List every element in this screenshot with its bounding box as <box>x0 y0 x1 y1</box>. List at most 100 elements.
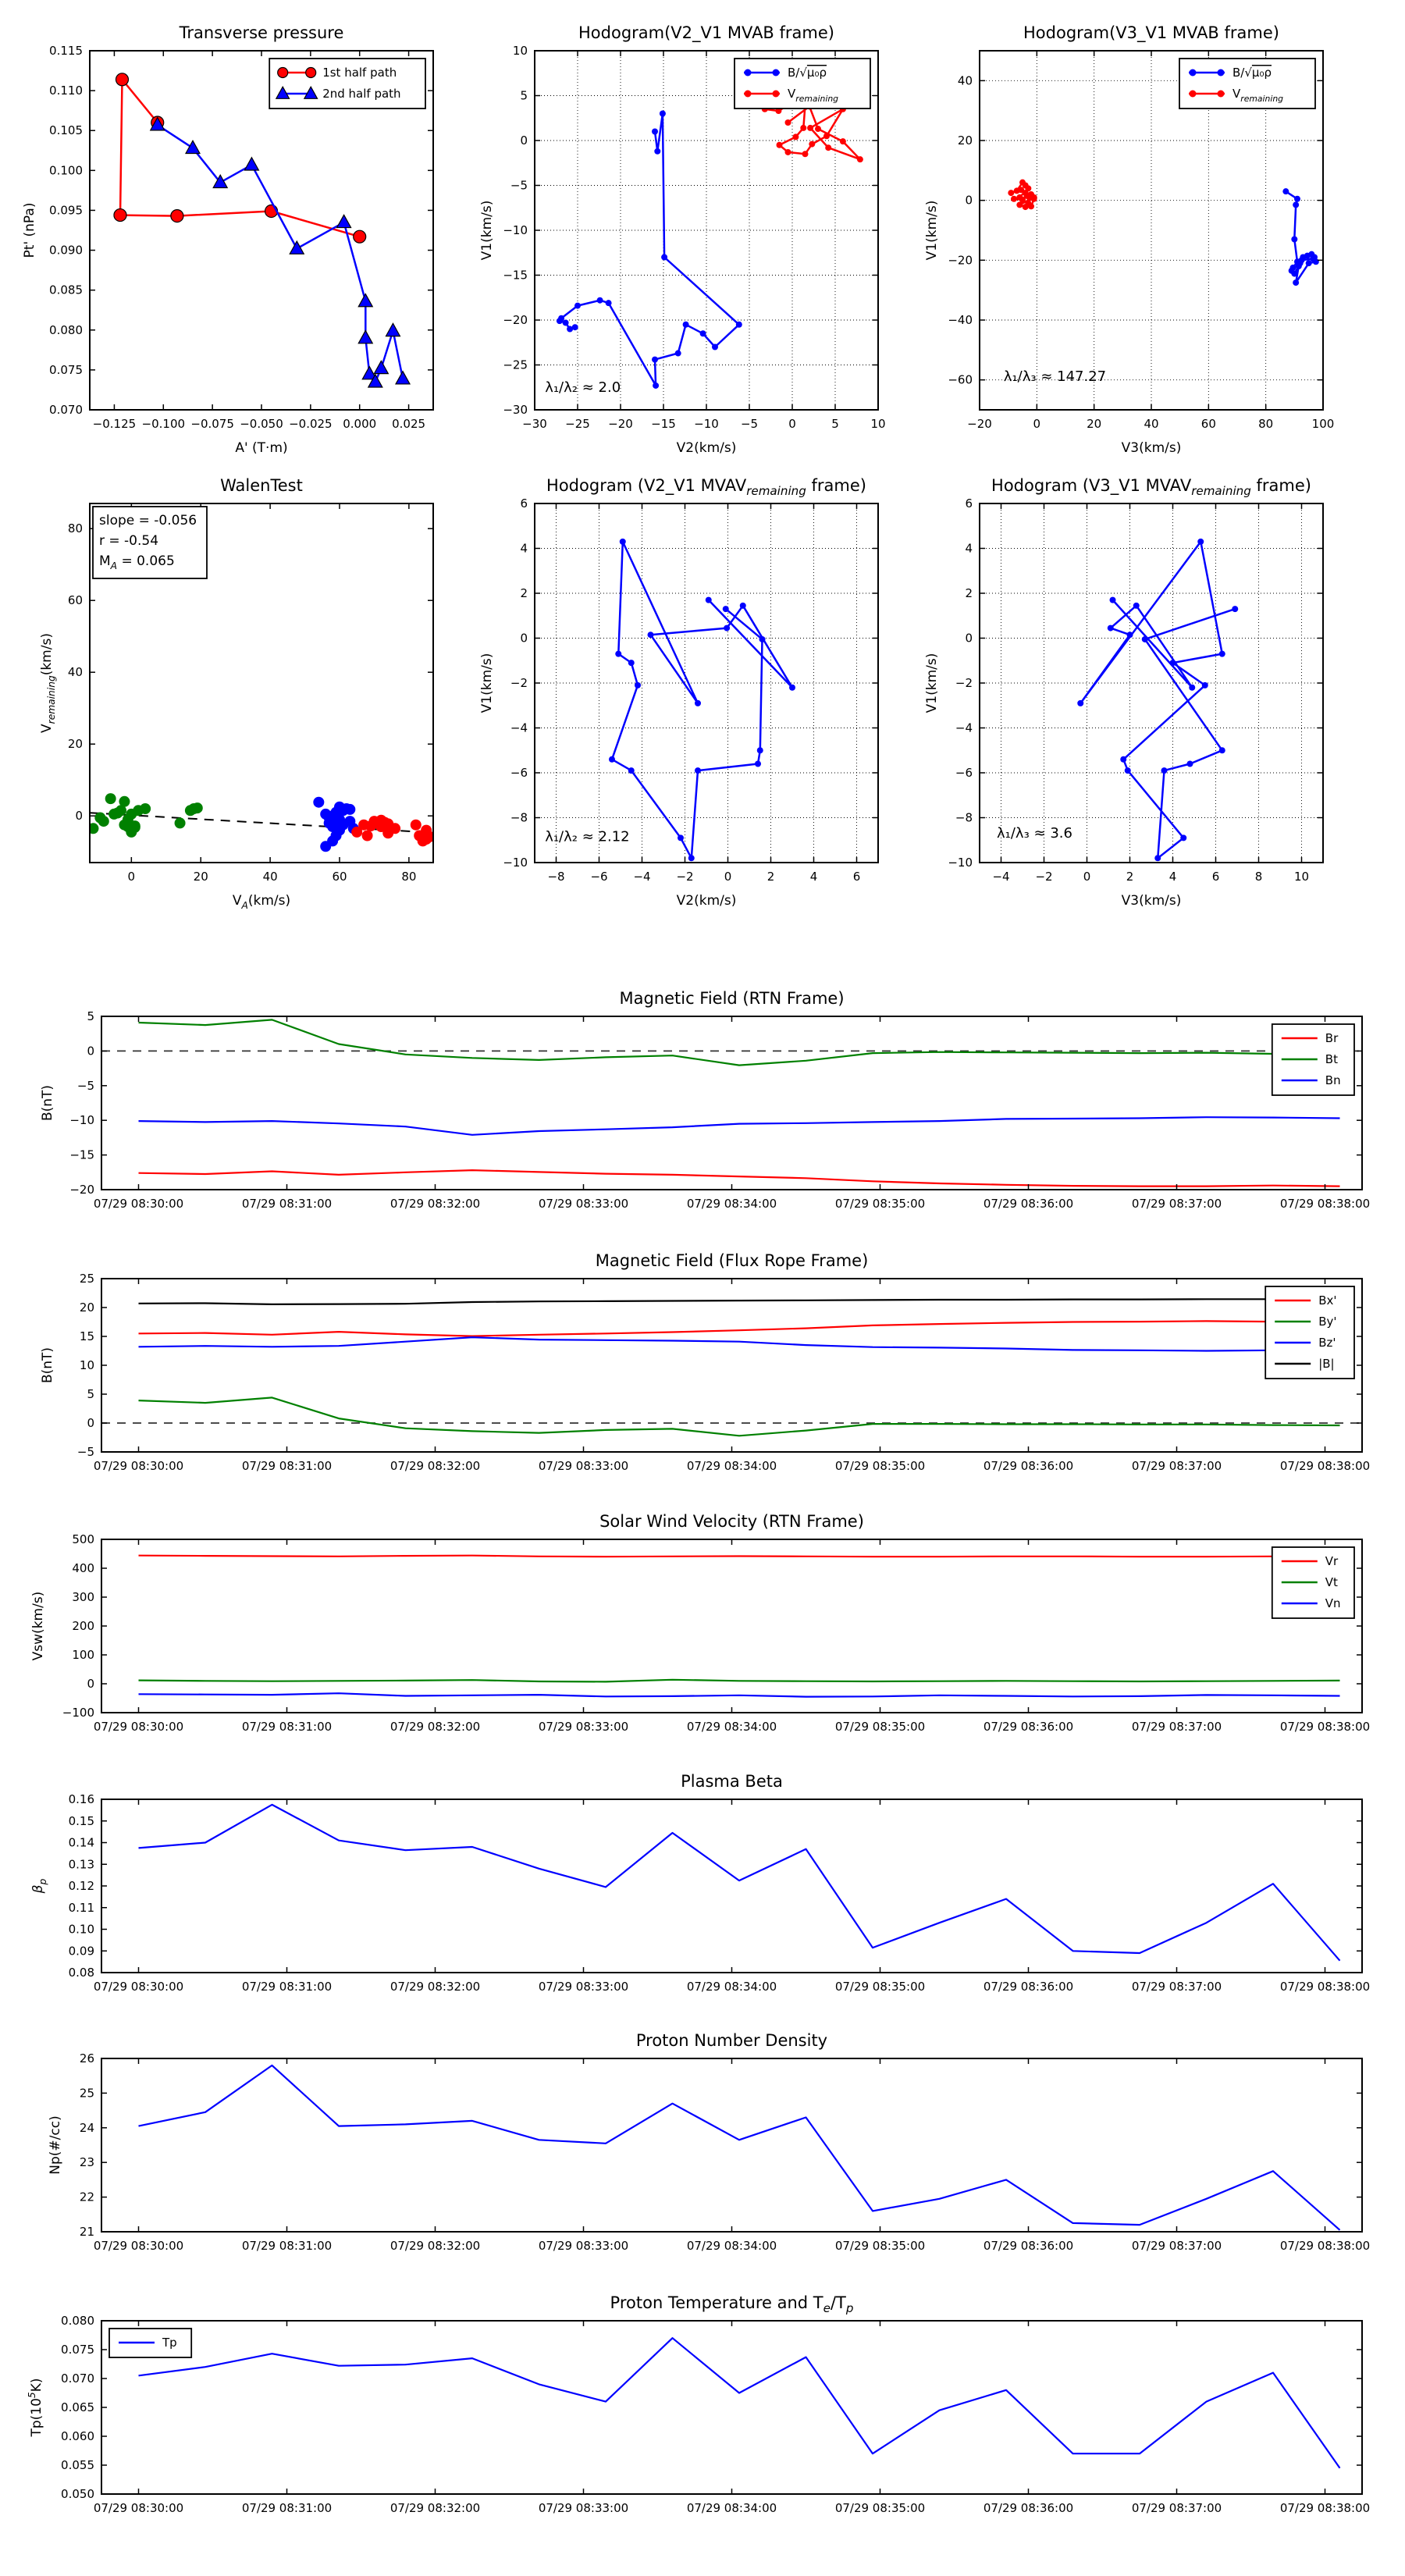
x-tick-label: 07/29 08:31:00 <box>242 1720 332 1734</box>
legend-label: Br <box>1325 1031 1339 1045</box>
y-tick-label: 0 <box>87 1677 94 1691</box>
chart-title: Hodogram(V3_V1 MVAB frame) <box>1023 23 1279 43</box>
panel-velocity-rtn: 07/29 08:30:00 07/29 08:31:00 07/29 08:32:… <box>0 1491 1405 1749</box>
y-tick-label: −20 <box>948 253 973 267</box>
y-tick-label: −15 <box>69 1148 94 1162</box>
x-tick-label: 07/29 08:36:00 <box>984 2239 1073 2253</box>
marker-dot <box>174 817 186 829</box>
chart-title: Magnetic Field (RTN Frame) <box>619 989 844 1008</box>
marker-dot <box>1169 660 1176 667</box>
x-tick-label: −4 <box>992 870 1009 884</box>
y-tick-label: 0.14 <box>69 1836 94 1850</box>
x-tick-label: 07/29 08:38:00 <box>1280 2239 1370 2253</box>
x-tick-label: 07/29 08:30:00 <box>94 2239 183 2253</box>
marker-dot <box>1218 650 1225 657</box>
chart-title: Hodogram (V2_V1 MVAVremaining​ frame) <box>546 476 866 498</box>
x-tick-label: 07/29 08:37:00 <box>1132 1720 1222 1734</box>
x-tick-label: 6 <box>853 870 861 884</box>
marker-dot <box>1019 196 1026 203</box>
marker-dot <box>1107 624 1114 632</box>
y-tick-label: 23 <box>80 2155 94 2169</box>
marker-dot <box>800 124 807 131</box>
y-tick-label: 60 <box>68 593 83 607</box>
axes-frame <box>89 503 434 863</box>
series-line-Br <box>138 1169 1340 1187</box>
x-tick-label: 0 <box>128 870 136 884</box>
series-line-Vr <box>138 1554 1340 1558</box>
y-tick-label: −20 <box>503 313 528 327</box>
marker-dot <box>313 796 325 808</box>
legend-label: Tp <box>162 2336 177 2350</box>
marker-dot <box>772 90 780 98</box>
y-tick-label: 0 <box>87 1044 94 1058</box>
marker-dot <box>735 321 742 328</box>
marker-dot <box>1008 190 1015 197</box>
hodogram-v2v1-mvab-chart: −30 −25 −20 −15 −10 −5 0 5 10 −30 −25 −20 −15 −10 −5 0 5… <box>479 23 886 456</box>
marker-dot <box>1141 635 1148 642</box>
marker-circle <box>115 73 130 87</box>
x-tick-label: −2 <box>1035 870 1052 884</box>
x-tick-label: −20 <box>967 417 992 431</box>
x-tick-label: 07/29 08:34:00 <box>687 1980 777 1994</box>
x-tick-label: 07/29 08:30:00 <box>94 1197 183 1211</box>
x-tick-label: 07/29 08:35:00 <box>835 1197 925 1211</box>
x-tick-label: 0 <box>788 417 796 431</box>
x-tick-label: 07/29 08:35:00 <box>835 1720 925 1734</box>
marker-circle <box>277 66 289 79</box>
marker-dot <box>424 831 433 842</box>
y-tick-label: 0.080 <box>61 2314 94 2328</box>
y-tick-label: −2 <box>510 676 528 690</box>
y-tick-label: 2 <box>965 586 973 600</box>
chart-title: Plasma Beta <box>681 1772 783 1791</box>
x-tick-label: 20 <box>1087 417 1101 431</box>
marker-circle <box>170 209 184 223</box>
y-tick-label: 0.090 <box>49 244 83 258</box>
x-tick-label: 60 <box>1201 417 1216 431</box>
marker-dot <box>1028 203 1034 210</box>
x-tick-label: 5 <box>831 417 839 431</box>
x-tick-label: 07/29 08:38:00 <box>1280 1197 1370 1211</box>
x-tick-label: 10 <box>1294 870 1309 884</box>
y-tick-label: 22 <box>80 2190 94 2204</box>
x-tick-label: −0.100 <box>142 417 186 431</box>
y-tick-label: 24 <box>80 2121 94 2135</box>
marker-dot <box>1293 279 1300 286</box>
marker-dot <box>744 69 752 76</box>
x-tick-label: 07/29 08:37:00 <box>1132 2239 1222 2253</box>
marker-dot <box>699 330 706 337</box>
y-tick-label: −20 <box>69 1183 94 1197</box>
y-tick-label: 0.08 <box>69 1966 94 1980</box>
x-axis-label: V3(km/s) <box>1122 893 1182 909</box>
marker-dot <box>1189 684 1196 691</box>
x-tick-label: 60 <box>332 870 347 884</box>
x-tick-label: 8 <box>1255 870 1263 884</box>
marker-dot <box>609 756 615 763</box>
marker-dot <box>792 133 799 141</box>
legend-label: |B| <box>1318 1357 1334 1371</box>
y-tick-label: 0.13 <box>69 1857 94 1871</box>
x-tick-label: 0 <box>1033 417 1041 431</box>
y-tick-label: 21 <box>80 2225 94 2239</box>
marker-dot <box>652 128 658 135</box>
x-tick-label: 2 <box>1126 870 1134 884</box>
transverse-pressure-chart: −0.125 −0.100 −0.075 −0.050 −0.025 0.000 0.025… <box>22 23 434 456</box>
marker-dot <box>1291 236 1298 243</box>
x-tick-label: 80 <box>1258 417 1273 431</box>
legend-box <box>269 58 426 109</box>
panel-transverse-pressure: −0.125 −0.100 −0.075 −0.050 −0.025 0.000 0.025… <box>22 12 500 492</box>
axes-frame <box>101 1799 1363 1973</box>
x-tick-label: 07/29 08:30:00 <box>94 1720 183 1734</box>
marker-dot <box>1025 185 1032 192</box>
marker-dot <box>1126 632 1133 639</box>
walen-test-chart: 0 20 40 60 80 0 20 40 60 80 WalenTest VA​(km/s) Vrem… <box>39 476 434 911</box>
x-tick-label: 07/29 08:35:00 <box>835 1980 925 1994</box>
annotation-text: λ₁/λ₂ ≈ 2.12 <box>545 828 629 845</box>
y-tick-label: −10 <box>948 856 973 870</box>
x-tick-label: 07/29 08:32:00 <box>390 1197 480 1211</box>
series-line-v3v1-path <box>1080 540 1236 859</box>
x-tick-label: 20 <box>194 870 208 884</box>
panel-bfield-rtn: 07/29 08:30:00 07/29 08:31:00 07/29 08:32:… <box>0 968 1405 1226</box>
marker-dot <box>1161 767 1168 774</box>
x-tick-label: 40 <box>263 870 278 884</box>
